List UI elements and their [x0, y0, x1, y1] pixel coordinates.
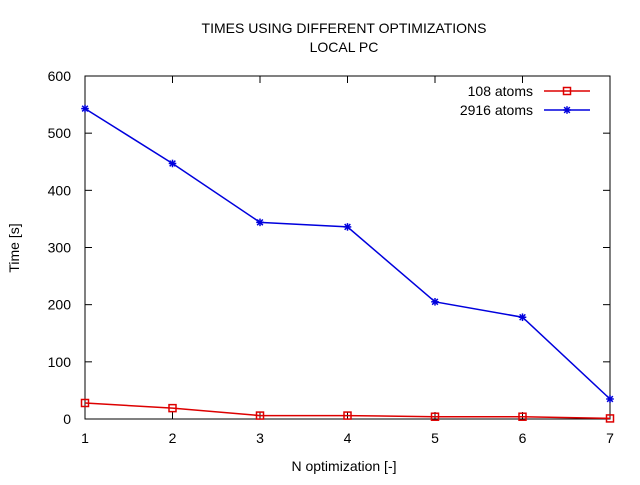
legend-marker-1 [563, 106, 571, 114]
data-point-1-1 [168, 159, 177, 168]
legend: 108 atoms 2916 atoms [460, 83, 590, 118]
y-axis-label: Time [s] [6, 223, 22, 272]
data-point-0-4 [430, 412, 440, 421]
y-tick-label: 400 [48, 182, 72, 198]
x-tick-label: 4 [344, 430, 352, 446]
data-point-1-3 [343, 223, 352, 231]
data-point-1-4 [431, 298, 439, 306]
data-point-1-0 [81, 104, 89, 113]
legend-marker-0 [562, 86, 572, 96]
series-0 [80, 398, 615, 423]
data-point-0-1 [168, 403, 177, 413]
chart-title: TIMES USING DIFFERENT OPTIMIZATIONS [202, 20, 487, 36]
legend-label: 2916 atoms [460, 102, 533, 118]
data-point-0-3 [343, 411, 352, 420]
x-tick-label: 3 [256, 430, 264, 446]
data-point-1-2 [256, 218, 264, 227]
data-point-0-0 [80, 398, 90, 408]
x-tick-label: 7 [606, 430, 614, 446]
data-point-0-6 [605, 414, 615, 423]
x-tick-label: 2 [169, 430, 177, 446]
x-tick-label: 6 [519, 430, 527, 446]
data-point-0-2 [255, 411, 265, 420]
y-tick-label: 600 [48, 68, 72, 84]
x-tick-label: 5 [431, 430, 439, 446]
series-line-0 [84, 402, 611, 420]
data-point-1-6 [606, 395, 614, 403]
legend-label: 108 atoms [468, 83, 533, 99]
data-point-1-5 [518, 313, 527, 322]
x-tick-label: 1 [81, 430, 89, 446]
y-tick-label: 0 [63, 411, 71, 427]
data-point-0-5 [518, 412, 527, 421]
y-tick-label: 200 [48, 297, 72, 313]
x-axis-label: N optimization [-] [291, 458, 396, 474]
chart-subtitle: LOCAL PC [310, 39, 379, 55]
tick-labels-layer: 0 100 200 300 400 500 600 1 2 3 4 5 6 7 [48, 68, 614, 446]
series-layer [80, 104, 615, 423]
series-line-1 [84, 107, 611, 400]
y-tick-label: 100 [48, 354, 72, 370]
y-tick-label: 500 [48, 125, 72, 141]
ticks-layer [84, 75, 611, 420]
y-tick-label: 300 [48, 240, 72, 256]
plot-frame [84, 75, 611, 420]
series-1 [81, 104, 614, 403]
